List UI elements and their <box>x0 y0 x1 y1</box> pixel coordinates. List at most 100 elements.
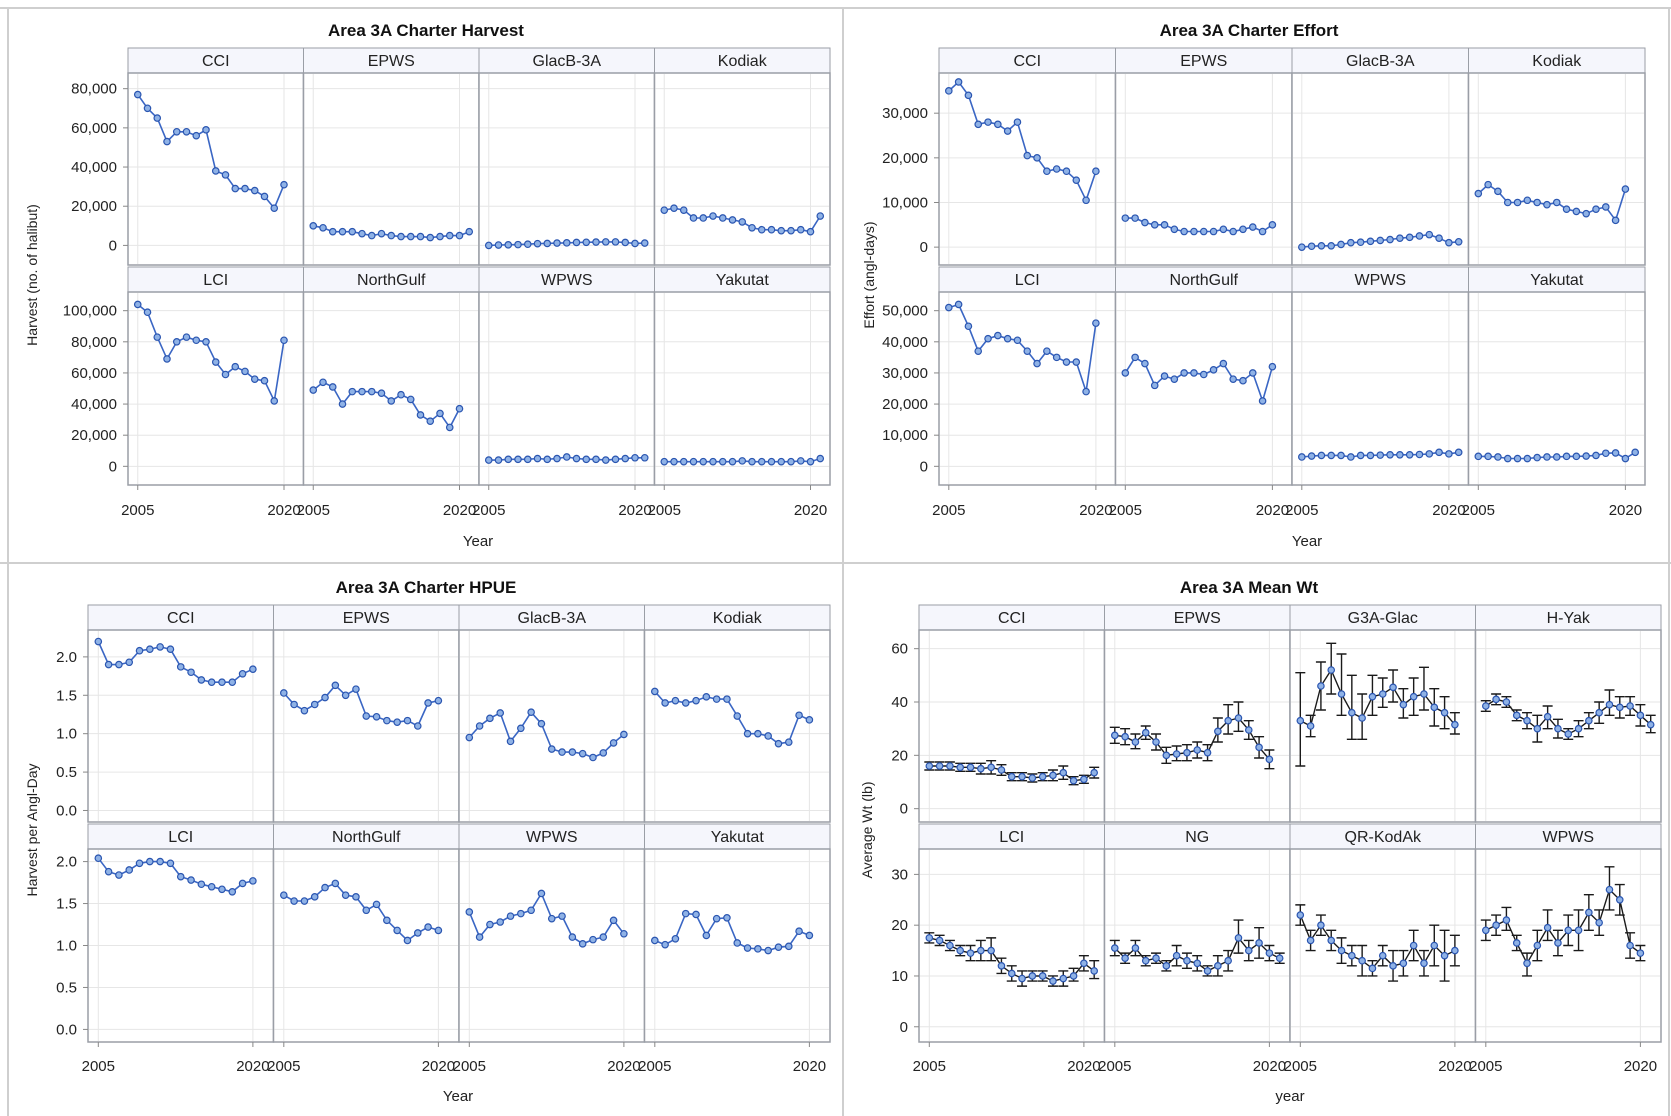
area-3a-charter-effort-yakutat-point-2016 <box>1582 452 1590 460</box>
area-3a-mean-wt-epws-point-2012 <box>1183 748 1191 757</box>
area-3a-mean-wt-qr-kodak-panel: QR-KodAk 2005 2020 <box>1284 823 1477 1075</box>
area-3a-charter-hpue-glacb-3a-point-2008 <box>496 709 505 717</box>
area-3a-mean-wt-qr-kodak-point-2019 <box>1440 951 1449 960</box>
area-3a-charter-hpue-lci-point-2006 <box>104 867 113 876</box>
area-3a-charter-harvest-cci-point-2008 <box>163 137 171 146</box>
area-3a-charter-hpue-cci-strip <box>87 604 274 631</box>
area-3a-charter-hpue-kodiak-plot-area <box>643 629 831 823</box>
area-3a-charter-harvest-wpws-point-2020 <box>631 453 639 462</box>
area-3a-charter-harvest-wpws-point-2008 <box>514 455 522 464</box>
area-3a-charter-effort-kodiak-point-2006 <box>1484 180 1492 189</box>
area-3a-mean-wt-g3a-glac-point-2016 <box>1409 692 1418 701</box>
area-3a-charter-harvest-lci-point-2020 <box>280 336 288 345</box>
area-3a-charter-harvest-cci-ytick-label-1: 20,000 <box>71 198 117 215</box>
area-3a-charter-hpue-northgulf-point-2007 <box>300 897 309 905</box>
area-3a-charter-effort-northgulf-point-2010 <box>1170 375 1179 383</box>
area-3a-charter-harvest-yakutat-panel: Yakutat 2005 2020 <box>648 266 831 519</box>
area-3a-mean-wt-ng-point-2006 <box>1121 954 1129 962</box>
area-3a-charter-effort-epws-point-2020 <box>1268 221 1277 229</box>
area-3a-charter-effort-northgulf-point-2017 <box>1239 376 1247 385</box>
area-3a-charter-harvest-epws-point-2015 <box>406 232 415 241</box>
area-3a-charter-harvest-kodiak-point-2010 <box>709 212 717 220</box>
area-3a-charter-effort-cci-ytick-label-2: 20,000 <box>882 150 928 167</box>
area-3a-charter-effort-epws-panel: EPWS <box>1114 47 1293 266</box>
area-3a-charter-hpue-cci-point-2007 <box>115 660 123 669</box>
area-3a-mean-wt-ng-point-2005 <box>1111 944 1119 952</box>
area-3a-charter-harvest-cci-point-2016 <box>241 184 249 193</box>
area-3a-charter-effort-epws-point-2017 <box>1239 225 1247 234</box>
area-3a-mean-wt-epws-point-2007 <box>1131 738 1140 746</box>
area-3a-charter-harvest-lci-point-2012 <box>202 338 210 346</box>
area-3a-charter-harvest-glacb-3a-panel: GlacB-3A <box>478 47 656 266</box>
area-3a-charter-harvest-kodiak-point-2013 <box>738 218 747 226</box>
area-3a-charter-effort-cci-series-line <box>948 80 1097 203</box>
area-3a-mean-wt-g3a-glac-point-2008 <box>1327 666 1336 674</box>
area-3a-charter-effort-kodiak-point-2019 <box>1611 216 1620 225</box>
area-3a-charter-hpue-cci-point-2014 <box>187 668 195 677</box>
area-3a-charter-effort-lci-point-2010 <box>994 331 1002 340</box>
area-3a-charter-harvest-kodiak-point-2018 <box>787 226 795 235</box>
area-3a-charter-harvest-epws-point-2017 <box>426 233 435 242</box>
area-3a-charter-harvest-cci-strip-label: CCI <box>202 53 230 70</box>
area-3a-mean-wt-qr-kodak-point-2020 <box>1451 946 1459 955</box>
area-3a-charter-harvest-northgulf-point-2015 <box>406 395 415 404</box>
area-3a-charter-effort-kodiak-point-2007 <box>1494 187 1502 196</box>
area-3a-charter-hpue-kodiak-point-2013 <box>733 712 742 720</box>
area-3a-charter-effort-lci-xtick-label-1: 2020 <box>1079 502 1112 519</box>
area-3a-charter-hpue-glacb-3a-panel: GlacB-3A <box>458 604 646 823</box>
area-3a-charter-effort-kodiak-point-2012 <box>1543 200 1551 209</box>
area-3a-charter-effort-glacb-3a-point-2010 <box>1347 238 1355 247</box>
area-3a-charter-hpue-epws-point-2011 <box>341 691 350 700</box>
area-3a-charter-effort-wpws-point-2016 <box>1405 451 1414 459</box>
area-3a-charter-effort-kodiak-point-2014 <box>1562 205 1571 213</box>
area-3a-charter-effort-glacb-3a-strip <box>1291 47 1469 74</box>
area-3a-charter-harvest-wpws-point-2010 <box>533 454 542 463</box>
harvest-x-axis-label: Year <box>463 533 493 550</box>
area-3a-charter-harvest-wpws-point-2021 <box>640 453 649 462</box>
area-3a-charter-harvest-lci-point-2007 <box>153 333 162 341</box>
area-3a-mean-wt-h-yak-point-2010 <box>1533 724 1542 733</box>
area-3a-charter-effort-epws-point-2009 <box>1160 221 1169 229</box>
area-3a-charter-hpue-kodiak-point-2014 <box>743 729 752 738</box>
area-3a-mean-wt-epws-point-2008 <box>1141 728 1150 737</box>
area-3a-charter-effort-wpws-point-2014 <box>1386 451 1394 459</box>
area-3a-charter-effort-epws-point-2005 <box>1121 214 1130 222</box>
area-3a-charter-harvest-kodiak-strip-label: Kodiak <box>718 53 768 70</box>
area-3a-mean-wt-h-yak-point-2014 <box>1574 724 1583 733</box>
area-3a-charter-harvest-lci-point-2014 <box>221 370 230 379</box>
area-3a-charter-harvest-wpws-xtick-label-0: 2005 <box>472 502 505 519</box>
area-3a-mean-wt-cci-point-2008 <box>956 763 965 772</box>
area-3a-charter-effort-kodiak-point-2011 <box>1533 198 1541 207</box>
area-3a-charter-hpue-epws-point-2008 <box>310 700 319 709</box>
area-3a-charter-effort-cci-point-2020 <box>1092 167 1100 176</box>
area-3a-charter-effort-cci-point-2011 <box>1003 127 1012 135</box>
area-3a-charter-hpue-cci-point-2005 <box>94 637 103 646</box>
area-3a-charter-effort-northgulf-point-2009 <box>1160 372 1169 380</box>
area-3a-charter-effort-yakutat-point-2008 <box>1503 454 1512 463</box>
area-3a-charter-harvest-yakutat-point-2021 <box>816 454 825 463</box>
area-3a-charter-hpue-northgulf-point-2012 <box>352 893 360 901</box>
area-3a-charter-hpue-epws-point-2009 <box>321 693 329 702</box>
area-3a-charter-harvest-kodiak-point-2017 <box>777 226 786 235</box>
area-3a-mean-wt-wpws-point-2010 <box>1533 941 1542 950</box>
area-3a-charter-effort-lci-point-2020 <box>1092 319 1100 327</box>
area-3a-charter-effort-wpws-point-2020 <box>1445 450 1453 458</box>
area-3a-mean-wt-wpws-strip-label: WPWS <box>1542 829 1594 846</box>
area-3a-mean-wt-h-yak-point-2020 <box>1636 711 1645 720</box>
area-3a-charter-hpue-wpws-point-2019 <box>609 916 618 925</box>
area-3a-charter-effort-lci-point-2005 <box>945 303 953 312</box>
area-3a-charter-effort-yakutat-point-2010 <box>1523 454 1532 463</box>
area-3a-charter-effort-glacb-3a-point-2006 <box>1307 242 1316 251</box>
area-3a-mean-wt-cci-point-2005 <box>925 762 934 770</box>
area-3a-charter-harvest-kodiak-point-2016 <box>767 225 776 234</box>
area-3a-mean-wt-qr-kodak-xtick-label-1: 2020 <box>1438 1058 1471 1075</box>
area-3a-charter-harvest-cci-point-2015 <box>231 184 240 193</box>
area-3a-mean-wt-g3a-glac-point-2007 <box>1317 682 1325 690</box>
area-3a-mean-wt-epws-point-2010 <box>1162 751 1171 760</box>
area-3a-mean-wt-lci-point-2010 <box>977 946 985 955</box>
area-3a-charter-harvest-yakutat-point-2020 <box>806 457 815 466</box>
area-3a-charter-harvest-northgulf-xtick-label-1: 2020 <box>443 502 476 519</box>
area-3a-charter-effort-wpws-point-2018 <box>1425 450 1434 458</box>
area-3a-mean-wt-ng-point-2015 <box>1214 962 1222 970</box>
area-3a-mean-wt-lci-point-2012 <box>997 962 1006 970</box>
